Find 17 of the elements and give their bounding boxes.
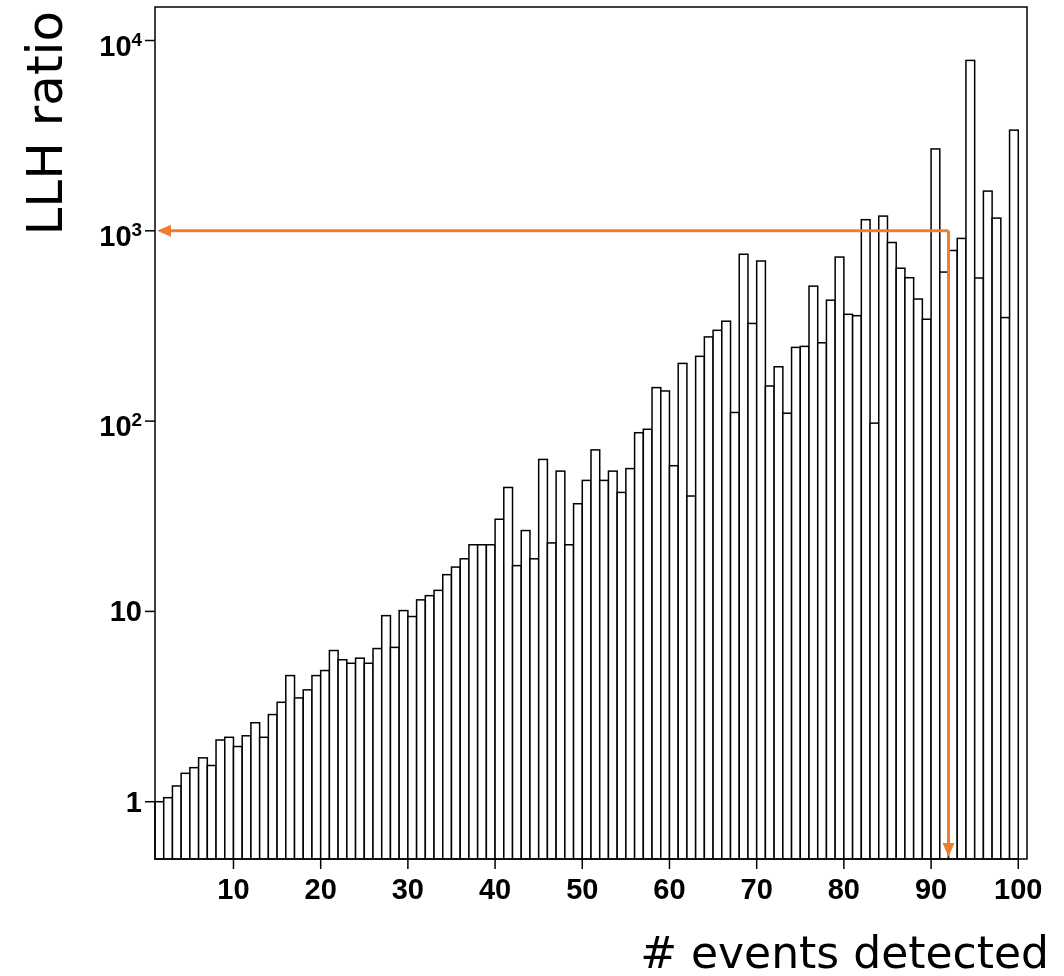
- x-tick-label: 90: [914, 873, 948, 905]
- x-tick-label: 60: [653, 873, 686, 905]
- y-tick-label: 10$^{2}$: [99, 408, 142, 443]
- x-tick-label: 80: [827, 873, 861, 905]
- x-axis-title: # events detected: [640, 927, 1049, 976]
- y-tick-label: 10$^{4}$: [99, 28, 143, 62]
- y-axis-title: LLH ratio: [16, 11, 74, 236]
- y-tick-label: 1: [125, 785, 142, 818]
- x-tick-label: 10: [217, 873, 250, 905]
- y-tick-label: 10: [109, 595, 142, 628]
- x-tick-label: 50: [566, 873, 599, 905]
- x-tick-label: 20: [304, 873, 337, 905]
- x-tick-label: 40: [478, 873, 512, 905]
- x-tick-label: 70: [740, 873, 773, 905]
- y-tick-label: 10$^{3}$: [99, 218, 142, 252]
- x-tick-label: 100: [994, 873, 1043, 905]
- x-tick-label: 30: [391, 873, 425, 905]
